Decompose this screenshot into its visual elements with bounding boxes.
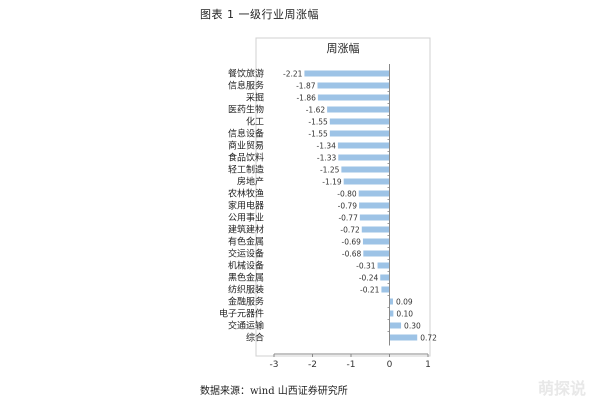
category-label-15: 交运设备: [228, 248, 264, 260]
bar-1: [317, 82, 390, 89]
value-label-10: -0.80: [337, 190, 357, 199]
value-label-4: -1.55: [308, 118, 328, 127]
category-label-9: 房地产: [237, 176, 264, 188]
category-label-1: 信息服务: [228, 80, 264, 92]
bar-15: [363, 250, 390, 257]
bar-12: [359, 214, 390, 221]
bar-5: [329, 130, 390, 137]
bar-16: [377, 262, 390, 269]
bar-11: [359, 202, 390, 209]
bar-4: [329, 118, 390, 125]
category-label-18: 纺织服装: [228, 284, 264, 296]
category-label-4: 化工: [246, 116, 264, 128]
bar-10: [358, 190, 390, 197]
value-label-12: -0.77: [338, 214, 358, 223]
category-label-13: 建筑建材: [228, 224, 264, 236]
bar-18: [381, 286, 390, 293]
bar-2: [317, 94, 390, 101]
value-label-3: -1.62: [306, 106, 326, 115]
value-label-0: -2.21: [283, 70, 303, 79]
category-label-22: 综合: [246, 332, 264, 344]
x-axis: -3 -2 -1 0 1: [270, 64, 431, 370]
value-label-20: 0.10: [396, 310, 413, 319]
value-label-18: -0.21: [360, 286, 380, 295]
bar-0: [304, 70, 390, 77]
x-tick-label-1: -2: [308, 360, 317, 370]
bar-14: [362, 238, 390, 245]
value-label-22: 0.72: [420, 334, 437, 343]
value-label-21: 0.30: [404, 322, 421, 331]
value-label-2: -1.86: [296, 94, 316, 103]
bar-21: [389, 322, 402, 329]
category-label-10: 农林牧渔: [228, 188, 264, 200]
category-label-20: 电子元器件: [219, 308, 264, 320]
bar-8: [341, 166, 390, 173]
x-tick-label-0: -3: [270, 360, 279, 370]
bar-7: [338, 154, 390, 161]
category-label-2: 采掘: [246, 92, 264, 104]
category-label-16: 机械设备: [228, 260, 264, 272]
category-label-12: 公用事业: [228, 212, 264, 224]
value-label-17: -0.24: [359, 274, 379, 283]
category-label-3: 医药生物: [228, 104, 264, 116]
category-label-21: 交通运输: [228, 320, 264, 332]
figure-caption: 数据来源：wind 山西证券研究所: [200, 386, 348, 397]
value-label-9: -1.19: [322, 178, 342, 187]
category-label-6: 商业贸易: [228, 140, 264, 152]
bar-13: [361, 226, 390, 233]
category-label-0: 餐饮旅游: [228, 68, 264, 80]
watermark: 萌探说: [537, 379, 586, 398]
value-label-1: -1.87: [296, 82, 316, 91]
bar-22: [389, 334, 418, 341]
chart-title: 周涨幅: [327, 42, 360, 55]
value-label-11: -0.79: [338, 202, 358, 211]
category-label-5: 信息设备: [228, 128, 264, 140]
bar-17: [380, 274, 390, 281]
bar-3: [327, 106, 390, 113]
category-label-14: 有色金属: [228, 236, 264, 248]
value-label-7: -1.33: [317, 154, 337, 163]
value-label-14: -0.69: [342, 238, 362, 247]
category-label-8: 轻工制造: [228, 164, 264, 176]
value-label-15: -0.68: [342, 250, 362, 259]
x-tick-label-3: 0: [387, 360, 393, 370]
value-label-16: -0.31: [356, 262, 376, 271]
value-label-6: -1.34: [317, 142, 337, 151]
x-tick-label-4: 1: [425, 360, 431, 370]
category-label-17: 黑色金属: [228, 272, 264, 284]
bar-6: [337, 142, 390, 149]
category-label-19: 金融服务: [228, 296, 264, 308]
bar-9: [343, 178, 390, 185]
plot-frame: [255, 37, 431, 357]
bar-19: [389, 298, 393, 305]
category-label-7: 食品饮料: [228, 152, 264, 164]
value-label-13: -0.72: [340, 226, 360, 235]
figure-title: 图表 1 一级行业周涨幅: [200, 8, 319, 21]
bar-20: [389, 310, 394, 317]
category-label-11: 家用电器: [228, 200, 264, 212]
value-label-19: 0.09: [396, 298, 413, 307]
value-label-5: -1.55: [308, 130, 328, 139]
bars-group: 餐饮旅游 -2.21 信息服务 -1.87 采掘 -1.86 医药生物 -1.62 化工 -1.5…: [219, 68, 437, 344]
x-tick-label-2: -1: [347, 360, 356, 370]
value-label-8: -1.25: [320, 166, 340, 175]
